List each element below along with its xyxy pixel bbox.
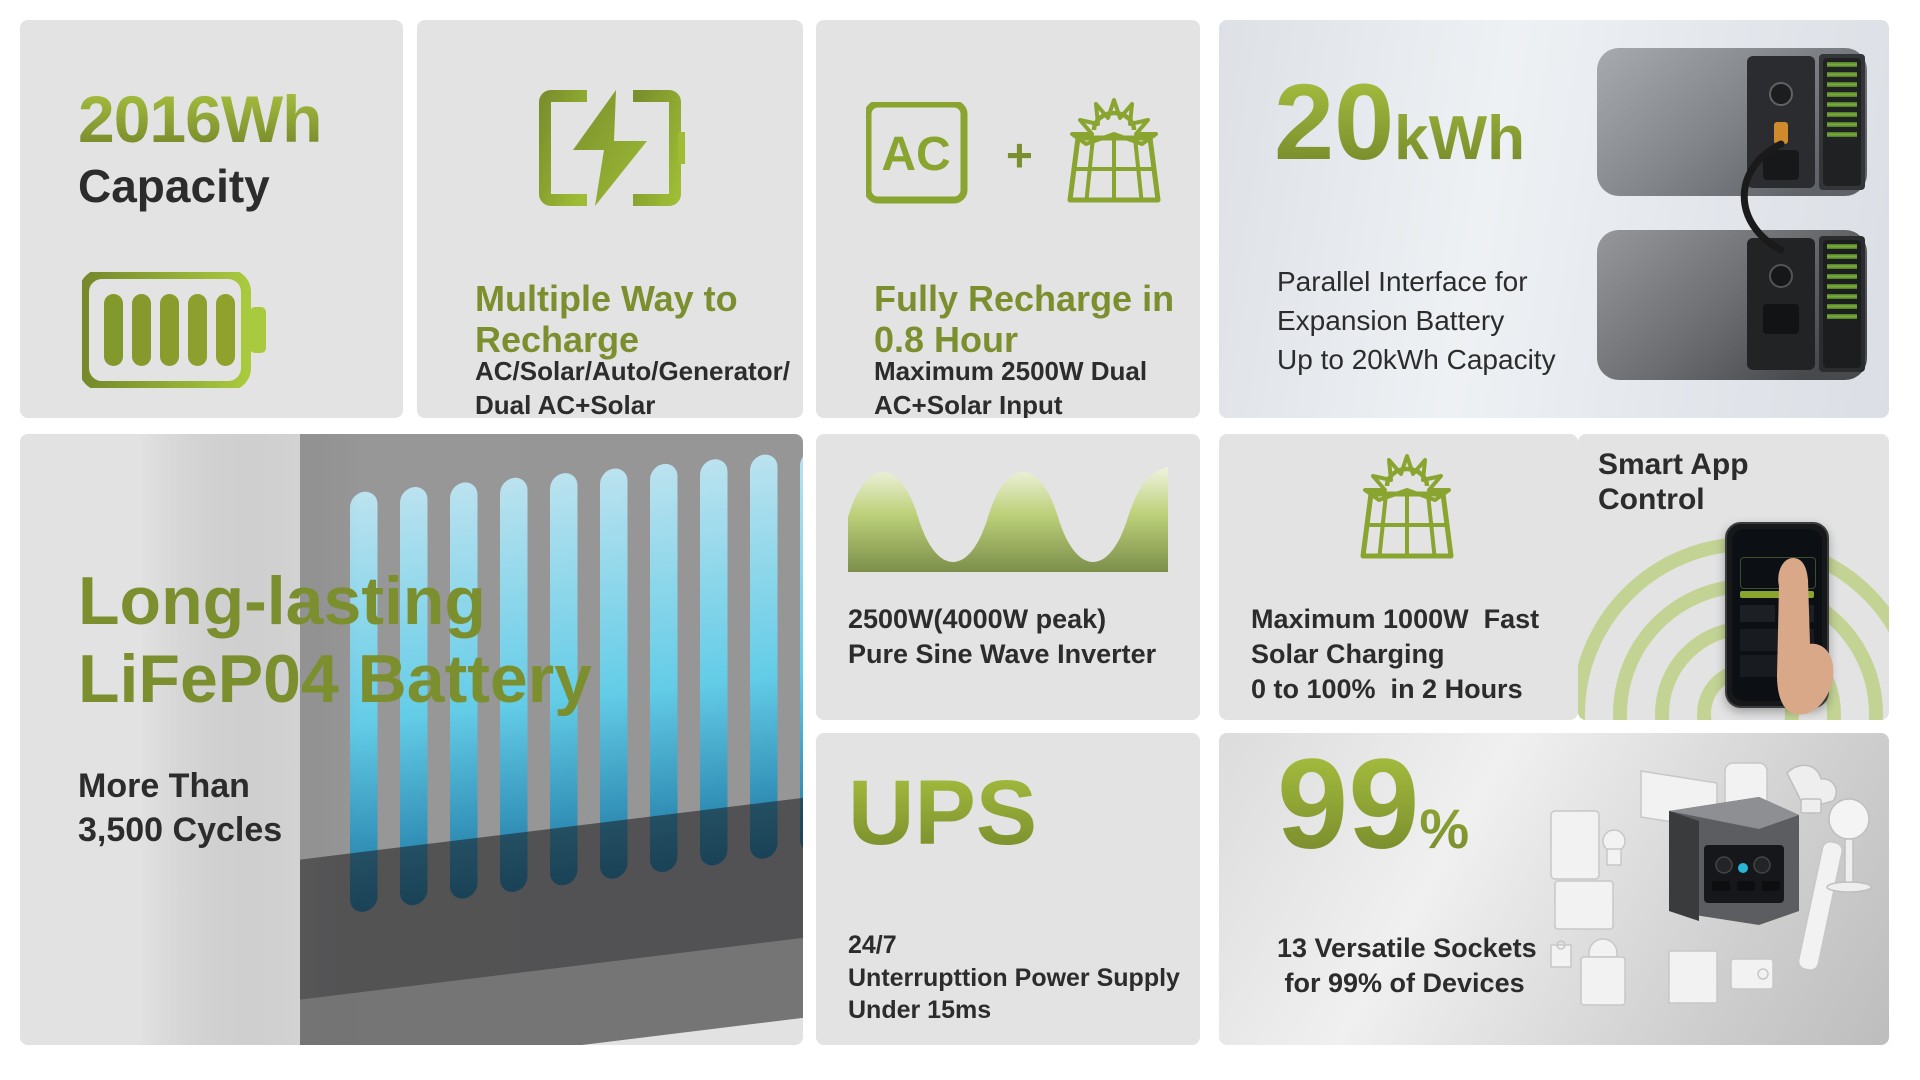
svg-text:AC: AC <box>881 128 950 181</box>
